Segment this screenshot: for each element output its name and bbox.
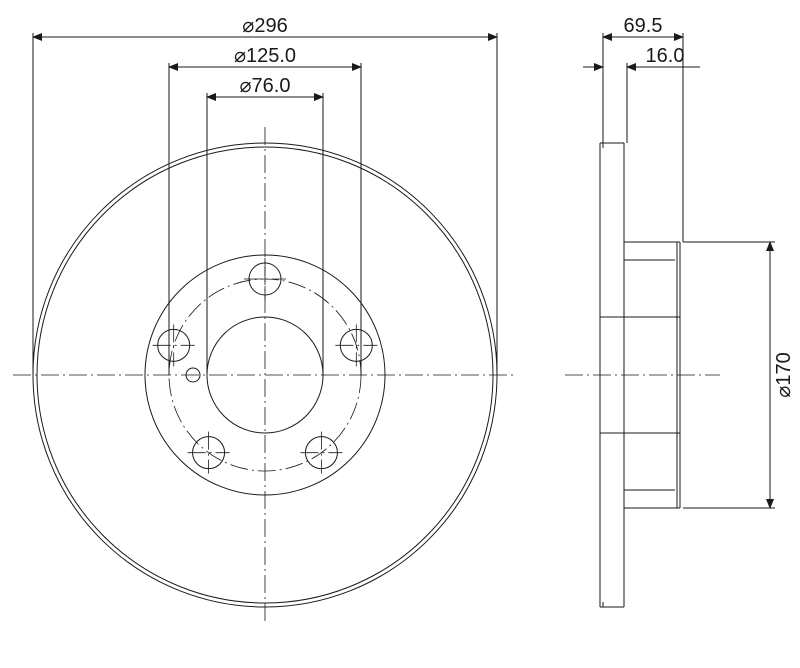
dim-170-text: ⌀170 [773,352,795,397]
dim-d76-text: ⌀76.0 [240,75,291,97]
brake-disc-drawing: ⌀296 ⌀125.0 ⌀76.0 69.5 16.0 ⌀170 [0,0,800,668]
dim-d125-text: ⌀125.0 [234,45,296,67]
dim-16-text: 16.0 [646,45,685,67]
side-profile [600,143,680,607]
dim-d296-text: ⌀296 [242,15,287,37]
dim-69-5-text: 69.5 [624,15,663,37]
